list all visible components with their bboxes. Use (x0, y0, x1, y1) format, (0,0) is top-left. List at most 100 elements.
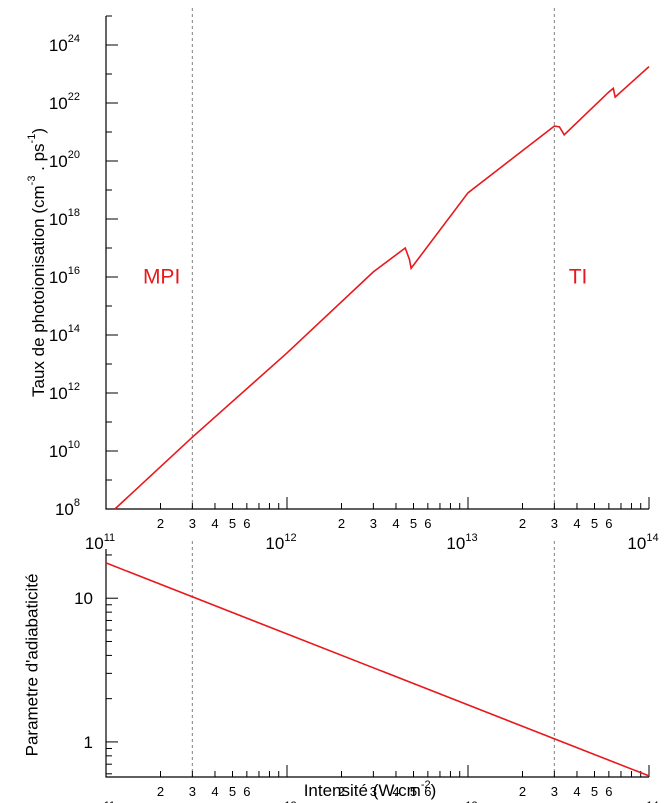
y-axis-label-exp-1: -3 (26, 176, 38, 186)
y-tick-label-exp: 16 (68, 265, 80, 277)
x-minor-tick-label: 2 (157, 516, 164, 531)
y-tick-label-base: 10 (49, 210, 68, 229)
x-minor-tick-label: 4 (392, 784, 399, 799)
y-tick-label-base: 10 (49, 326, 68, 345)
y-tick-label-base: 10 (49, 36, 68, 55)
y-tick-label-exp: 24 (68, 33, 80, 45)
x-minor-tick-label: 2 (157, 784, 164, 799)
x-minor-tick-label: 5 (229, 784, 236, 799)
x-minor-tick-label: 4 (573, 516, 580, 531)
x-axis-label-main: Intensité (W.cm (304, 781, 421, 800)
x-minor-tick-label: 4 (211, 516, 218, 531)
x-tick-label: 1013 (446, 532, 477, 553)
x-tick-label-exp: 13 (465, 800, 477, 803)
x-tick-label-base: 10 (85, 534, 104, 553)
y-axis-label-mid: . ps (29, 143, 48, 175)
x-minor-tick-label: 5 (229, 516, 236, 531)
x-minor-tick-label: 6 (605, 516, 612, 531)
y-tick-label: 1022 (49, 91, 80, 113)
x-tick-label-exp: 13 (465, 532, 477, 544)
y-tick-label-base: 10 (49, 268, 68, 287)
x-axis-label: Intensité (W.cm-2) (304, 779, 437, 800)
y-tick-label: 1012 (49, 381, 80, 403)
y-axis-label-main: Taux de photoionisation (cm (29, 185, 48, 397)
x-tick-label-exp: 11 (104, 532, 115, 544)
x-minor-tick-label: 2 (519, 516, 526, 531)
x-minor-tick-label: 6 (424, 784, 431, 799)
x-tick-label-base: 10 (627, 534, 646, 553)
y-tick-label-exp: 22 (68, 91, 80, 103)
y-tick-label-exp: 10 (68, 439, 80, 451)
y-axis-label: Parametre d'adiabaticité (22, 574, 41, 757)
y-tick-label-base: 10 (49, 384, 68, 403)
x-minor-tick-label: 6 (243, 516, 250, 531)
x-tick-label-base: 10 (446, 534, 465, 553)
y-tick-label-exp: 14 (68, 323, 80, 335)
x-minor-tick-label: 2 (338, 784, 345, 799)
x-minor-tick-label: 5 (410, 516, 417, 531)
reference-lines (191, 8, 555, 509)
x-minor-tick-label: 3 (551, 516, 558, 531)
axes-frame (105, 16, 649, 510)
y-tick-label: 1020 (49, 149, 80, 171)
x-tick-label: 1014 (627, 532, 658, 553)
y-tick-label: 1014 (49, 323, 80, 345)
y-tick-label-exp: 20 (68, 149, 80, 161)
x-minor-tick-label: 3 (189, 516, 196, 531)
y-axis-label-exp-2: -1 (26, 134, 38, 144)
y-tick-label-exp: 12 (68, 381, 80, 393)
x-minor-tick-label: 4 (573, 784, 580, 799)
x-minor-tick-label: 3 (370, 516, 377, 531)
x-minor-tick-label: 2 (519, 784, 526, 799)
y-tick-label-base: 10 (55, 500, 74, 519)
x-minor-tick-label: 4 (211, 784, 218, 799)
x-minor-tick-label: 6 (605, 784, 612, 799)
y-tick-label: 1016 (49, 265, 80, 287)
y-tick-label: 1 (84, 733, 93, 752)
x-tick-label-exp: 11 (104, 800, 115, 803)
adiabaticity-curve (105, 562, 650, 777)
x-minor-tick-label: 5 (591, 516, 598, 531)
y-tick-label: 108 (55, 497, 80, 519)
x-minor-tick-label: 2 (338, 516, 345, 531)
y-tick-label-base: 10 (49, 94, 68, 113)
x-tick-label-exp: 12 (284, 800, 296, 803)
y-tick-label: 10 (74, 589, 93, 608)
axes-frame (105, 549, 649, 778)
x-minor-tick-label: 3 (551, 784, 558, 799)
y-tick-label: 1024 (49, 33, 80, 55)
x-minor-tick-label: 6 (243, 784, 250, 799)
y-tick-label: 1010 (49, 439, 80, 461)
x-minor-tick-label: 6 (424, 516, 431, 531)
x-minor-tick-label: 5 (591, 784, 598, 799)
y-tick-label-base: 10 (49, 152, 68, 171)
x-minor-tick-label: 4 (392, 516, 399, 531)
x-tick-label-exp: 14 (646, 532, 658, 544)
x-minor-tick-label: 3 (189, 784, 196, 799)
reference-lines (191, 541, 555, 777)
x-axis-label-end: ) (431, 781, 437, 800)
y-axis-label-end: ) (29, 128, 48, 134)
x-tick-label-exp: 14 (646, 800, 658, 803)
y-axis-label: Taux de photoionisation (cm-3 . ps-1) (26, 128, 49, 397)
annotation-mpi: MPI (143, 265, 180, 288)
x-minor-tick-label: 5 (410, 784, 417, 799)
x-axis-label-exp: -2 (421, 779, 431, 791)
x-minor-tick-label: 3 (370, 784, 377, 799)
annotation-ti: TI (569, 265, 588, 288)
y-tick-label-exp: 8 (74, 497, 80, 509)
x-tick-label: 1012 (265, 532, 296, 553)
y-tick-label-exp: 18 (68, 207, 80, 219)
y-axis-ticks: 10 1 (74, 554, 118, 775)
photoionization-rate-curve (114, 66, 650, 510)
x-tick-label-base: 10 (265, 534, 284, 553)
y-tick-label-base: 10 (49, 442, 68, 461)
x-tick-label-exp: 12 (284, 532, 296, 544)
y-tick-label: 1018 (49, 207, 80, 229)
x-tick-label: 1011 (85, 532, 115, 553)
